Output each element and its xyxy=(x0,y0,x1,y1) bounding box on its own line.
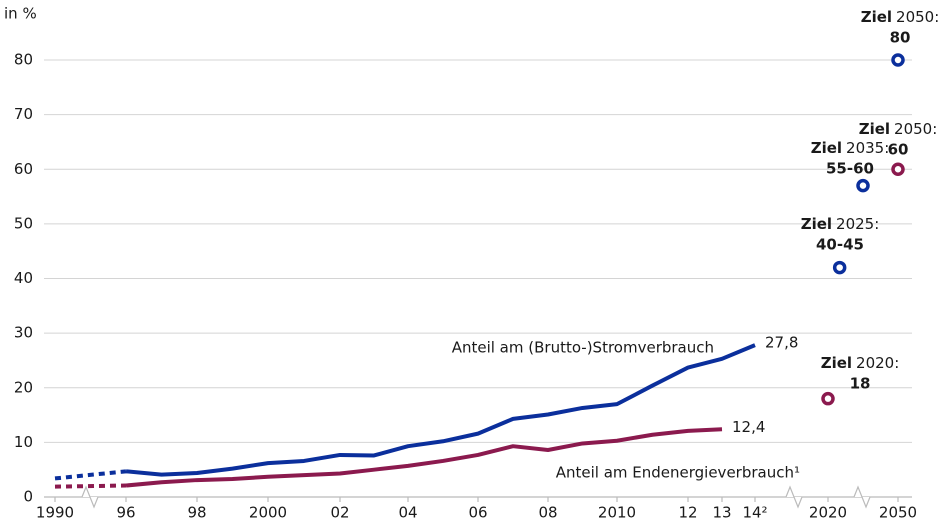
target-label: Ziel 2050: xyxy=(861,8,940,26)
target-year: 2025: xyxy=(836,215,879,233)
target-label: Ziel 2025: xyxy=(801,215,880,233)
x-tick-label: 2020 xyxy=(809,504,847,522)
x-tick-label: 2010 xyxy=(598,504,636,522)
axis-break xyxy=(853,485,871,509)
target-word: Ziel xyxy=(861,8,892,26)
target-year: 2050: xyxy=(894,120,937,138)
line-gap-segment xyxy=(54,469,127,481)
x-tick-label: 13 xyxy=(712,504,731,522)
target-word: Ziel xyxy=(801,215,832,233)
end-label: 12,4 xyxy=(732,418,765,436)
y-tick-label: 10 xyxy=(14,433,33,451)
x-tick-label: 12 xyxy=(678,504,697,522)
y-tick-label: 0 xyxy=(23,488,33,506)
x-tick-label: 2000 xyxy=(249,504,287,522)
target-word: Ziel xyxy=(859,120,890,138)
y-tick-label: 50 xyxy=(14,214,33,232)
target-marker xyxy=(856,178,870,193)
x-tick-label: 96 xyxy=(116,504,135,522)
target-value-label: 60 xyxy=(888,141,909,159)
line-gap-segment xyxy=(54,483,127,489)
y-tick-label: 20 xyxy=(14,378,33,396)
target-marker xyxy=(891,162,905,176)
end-label: 27,8 xyxy=(765,334,798,352)
y-tick-label: 70 xyxy=(14,105,33,123)
target-marker xyxy=(832,260,847,275)
target-year: 2050: xyxy=(896,8,939,26)
axis-break xyxy=(785,485,803,509)
y-tick-label: 80 xyxy=(14,51,33,69)
target-label: Ziel 2050: xyxy=(859,120,938,138)
y-tick-label: 60 xyxy=(14,160,33,178)
x-tick-label: 14² xyxy=(742,504,767,522)
x-tick-label: 04 xyxy=(398,504,417,522)
target-value-label: 80 xyxy=(890,29,911,47)
axis-break xyxy=(81,485,99,509)
target-year: 2035: xyxy=(846,139,889,157)
target-word: Ziel xyxy=(811,139,842,157)
target-year: 2020: xyxy=(856,354,899,372)
target-word: Ziel xyxy=(821,354,852,372)
line xyxy=(125,427,723,488)
x-tick-label: 08 xyxy=(538,504,557,522)
x-tick-label: 06 xyxy=(468,504,487,522)
target-marker xyxy=(821,391,835,406)
y-axis-label: in % xyxy=(4,5,37,23)
series-label: Anteil am Endenergieverbrauch¹ xyxy=(556,464,800,482)
x-tick-label: 02 xyxy=(330,504,349,522)
target-value-label: 55-60 xyxy=(826,160,874,178)
x-tick-label: 98 xyxy=(187,504,206,522)
x-tick-label: 1990 xyxy=(36,504,74,522)
x-tick-label: 2050 xyxy=(879,504,917,522)
series-label: Anteil am (Brutto-)Stromverbrauch xyxy=(452,339,714,357)
target-value-label: 40-45 xyxy=(816,236,864,254)
y-tick-label: 40 xyxy=(14,269,33,287)
target-value-label: 18 xyxy=(850,375,871,393)
target-marker xyxy=(891,53,905,67)
line xyxy=(125,343,756,477)
target-label: Ziel 2035: xyxy=(811,139,890,157)
y-tick-label: 30 xyxy=(14,324,33,342)
target-label: Ziel 2020: xyxy=(821,354,900,372)
